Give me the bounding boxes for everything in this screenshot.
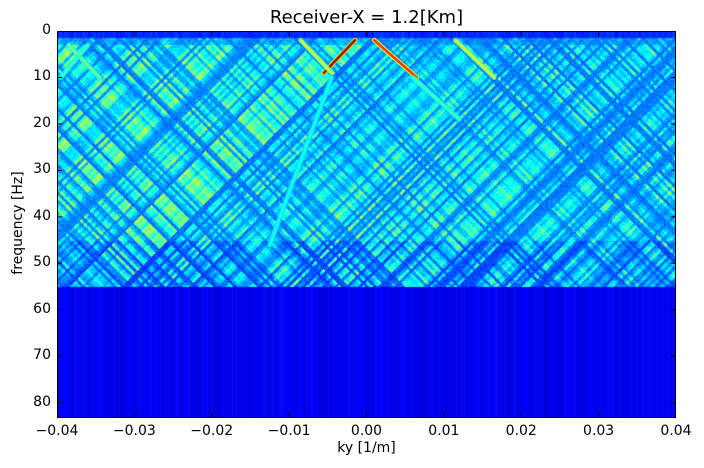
bright-event-6 <box>67 43 101 79</box>
bright-event-1 <box>372 39 419 79</box>
x-axis-label: ky [1/m] <box>337 440 396 456</box>
x-tick-label: −0.03 <box>112 423 156 439</box>
plot-frame <box>57 31 676 418</box>
bright-event-4 <box>411 76 461 121</box>
x-tick-label: 0.02 <box>505 423 537 439</box>
plot-area <box>57 31 676 418</box>
y-tick-label: 10 <box>33 68 51 85</box>
bright-event-5 <box>268 76 333 246</box>
y-tick-label: 70 <box>33 347 51 364</box>
y-tick-label: 20 <box>33 114 51 131</box>
y-tick-label: 60 <box>33 300 51 317</box>
x-tick-label: 0.03 <box>583 423 615 439</box>
y-tick-label: 30 <box>33 161 51 178</box>
x-tick-label: −0.02 <box>190 423 234 439</box>
x-tick-label: −0.04 <box>35 423 79 439</box>
plot-overlay <box>57 31 676 418</box>
bright-event-3 <box>454 39 496 79</box>
x-tick-label: 0.01 <box>428 423 460 439</box>
x-tick-label: 0.00 <box>350 423 383 439</box>
y-tick-label: 40 <box>33 207 51 224</box>
heatmap-image <box>57 31 676 418</box>
bright-event-2 <box>299 39 333 75</box>
y-axis-label: frequency [Hz] <box>10 171 26 275</box>
x-tick-label: 0.04 <box>660 423 692 439</box>
y-tick-label: 0 <box>42 22 51 38</box>
chart-title: Receiver-X = 1.2[Km] <box>269 7 464 28</box>
x-tick-label: −0.01 <box>267 423 311 439</box>
y-tick-label: 50 <box>33 254 51 271</box>
bright-event-7 <box>59 43 90 79</box>
y-tick-label: 80 <box>33 393 51 410</box>
